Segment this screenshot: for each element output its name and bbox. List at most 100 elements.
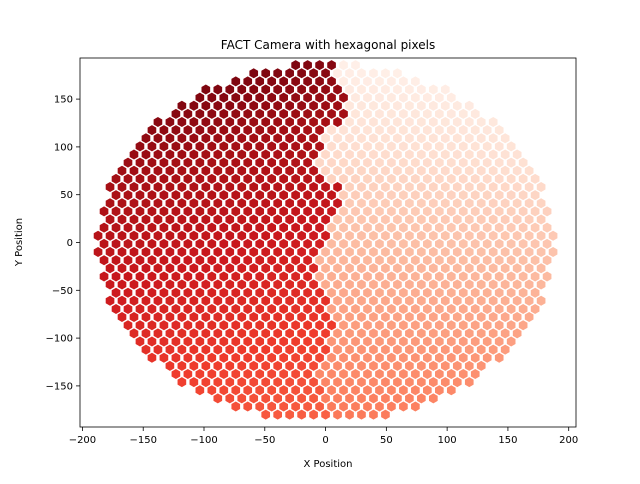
hex-pixel xyxy=(435,190,444,201)
hex-pixel xyxy=(225,377,235,388)
hex-pixel xyxy=(381,377,390,388)
hex-pixel xyxy=(177,263,187,274)
hex-pixel xyxy=(189,295,199,306)
hex-pixel xyxy=(273,149,282,160)
hex-pixel xyxy=(279,255,288,266)
hex-pixel xyxy=(470,108,480,119)
hex-pixel xyxy=(117,279,127,290)
hex-pixel xyxy=(213,263,223,274)
hex-pixel xyxy=(327,368,336,379)
hex-pixel xyxy=(291,125,300,136)
hex-pixel xyxy=(255,141,265,152)
hex-pixel xyxy=(321,100,330,111)
hex-pixel xyxy=(452,344,462,355)
hex-pixel xyxy=(327,92,336,103)
hex-pixel xyxy=(117,263,127,274)
hex-pixel xyxy=(147,238,157,249)
hex-pixel xyxy=(333,165,342,176)
hex-pixel xyxy=(189,165,199,176)
hex-pixel xyxy=(357,247,366,258)
hex-pixel xyxy=(171,222,181,233)
hex-pixel xyxy=(195,287,205,298)
hex-pixel xyxy=(458,255,468,266)
hex-pixel xyxy=(363,238,372,249)
hex-pixel xyxy=(171,238,181,249)
hex-pixel xyxy=(117,165,127,176)
hex-pixel xyxy=(267,206,277,217)
hex-pixel xyxy=(357,360,366,371)
hex-pixel xyxy=(464,295,474,306)
hex-pixel xyxy=(387,368,396,379)
y-tick-label: 0 xyxy=(67,238,73,249)
hex-pixel xyxy=(165,198,175,209)
hex-pixel xyxy=(201,295,211,306)
hex-pixel xyxy=(518,190,528,201)
hex-pixel xyxy=(399,271,408,282)
hex-pixel xyxy=(530,206,540,217)
hex-pixel xyxy=(458,141,468,152)
hex-pixel xyxy=(267,336,277,347)
hex-pixel xyxy=(279,320,288,331)
hex-pixel xyxy=(129,198,139,209)
hex-pixel xyxy=(417,133,426,144)
hex-pixel xyxy=(129,230,139,241)
hex-pixel xyxy=(195,255,205,266)
hex-pixel xyxy=(387,108,396,119)
hex-pixel xyxy=(327,173,336,184)
hex-pixel xyxy=(369,117,378,128)
hex-pixel xyxy=(423,255,432,266)
hex-pixel xyxy=(243,287,253,298)
hex-pixel xyxy=(267,157,277,168)
hex-pixel xyxy=(387,401,396,412)
hex-pixel xyxy=(189,279,199,290)
hex-pixel xyxy=(279,206,288,217)
hex-pixel xyxy=(279,222,288,233)
hex-pixel xyxy=(321,149,330,160)
x-tick-label: 100 xyxy=(438,435,457,446)
hex-pixel xyxy=(231,320,241,331)
hex-pixel xyxy=(446,125,456,136)
hex-pixel xyxy=(333,230,342,241)
hex-pixel xyxy=(351,108,360,119)
hex-pixel xyxy=(351,401,360,412)
hex-pixel xyxy=(315,125,324,136)
hex-pixel xyxy=(291,173,300,184)
hex-pixel xyxy=(351,190,360,201)
hex-pixel xyxy=(285,312,294,323)
hex-pixel xyxy=(117,312,127,323)
hex-pixel xyxy=(464,360,474,371)
hex-pixel xyxy=(201,84,211,95)
hex-pixel xyxy=(363,125,372,136)
hex-pixel xyxy=(429,165,438,176)
hex-pixel xyxy=(393,247,402,258)
hex-pixel xyxy=(141,133,151,144)
hex-pixel xyxy=(518,206,528,217)
hex-pixel xyxy=(279,336,288,347)
hex-pixel xyxy=(195,222,205,233)
hex-pixel xyxy=(363,385,372,396)
hex-pixel xyxy=(524,198,534,209)
hex-pixel xyxy=(482,287,492,298)
hex-pixel xyxy=(500,295,510,306)
hex-pixel xyxy=(147,190,157,201)
hex-pixel xyxy=(440,182,450,193)
hex-pixel xyxy=(177,295,187,306)
hex-pixel xyxy=(393,328,402,339)
hex-pixel xyxy=(357,84,366,95)
hex-pixel xyxy=(273,344,282,355)
hex-pixel xyxy=(333,263,342,274)
hex-pixel xyxy=(147,352,157,363)
hex-pixel xyxy=(129,165,139,176)
hex-pixel xyxy=(327,60,336,71)
hex-pixel xyxy=(357,263,366,274)
hex-pixel xyxy=(231,336,241,347)
hex-pixel xyxy=(189,328,199,339)
hex-pixel xyxy=(243,255,253,266)
y-tick-label: −100 xyxy=(46,334,73,345)
hex-pixel xyxy=(530,173,540,184)
hex-pixel xyxy=(458,271,468,282)
hex-pixel xyxy=(476,230,486,241)
hex-pixel xyxy=(297,247,306,258)
hex-pixel xyxy=(429,117,438,128)
hex-pixel xyxy=(219,385,229,396)
